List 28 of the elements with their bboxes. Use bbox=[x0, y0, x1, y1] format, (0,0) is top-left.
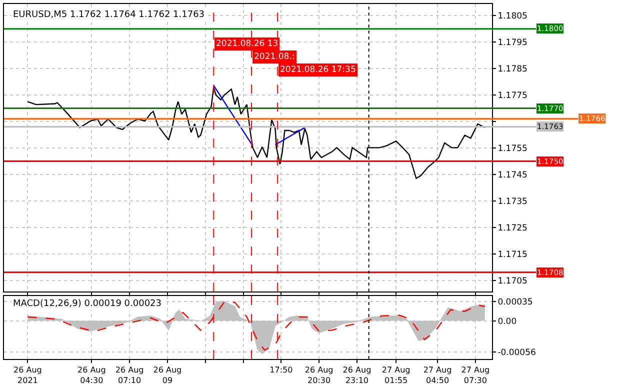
x-tick-label: 26 Aug 2021 bbox=[14, 366, 42, 385]
y-tick-label: 1.1745 bbox=[498, 170, 528, 180]
x-tick-label: 26 Aug 04:30 bbox=[77, 366, 106, 385]
ref-line-label: 2021.08.26 17:35 bbox=[280, 65, 356, 75]
x-tick-label: 27 Aug 01:55 bbox=[382, 366, 410, 385]
x-tick-label: 27 Aug 07:30 bbox=[461, 366, 490, 385]
y-tick-label: 0.00 bbox=[498, 316, 517, 327]
text: EURUSD,M5 1.1762 1.1764 1.1762 1.1763 bbox=[13, 10, 205, 20]
ref-line-label: 2021.08.26 13 bbox=[216, 39, 278, 49]
y-tick-label: 1.1725 bbox=[498, 223, 528, 234]
y-tick-label: 1.1715 bbox=[498, 250, 528, 260]
y-tick-label: 1.1795 bbox=[498, 38, 528, 48]
y-tick-label: 1.1805 bbox=[498, 12, 528, 22]
x-tick-label: 26 Aug 07:10 bbox=[115, 366, 144, 385]
y-tick-label: 1.1705 bbox=[498, 276, 528, 286]
x-tick-label: 26 Aug 20:30 bbox=[304, 366, 334, 385]
y-tick-label: 1.1755 bbox=[498, 144, 528, 154]
x-tick-label: 26 Aug 09 bbox=[153, 366, 182, 385]
y-tick-label: 1.1775 bbox=[498, 91, 528, 102]
chart-title: MACD(12,26,9) 0.00019 0.00023 bbox=[13, 299, 162, 309]
y-tick-label: 1.1735 bbox=[498, 196, 528, 207]
y-tick-label: -0.00056 bbox=[498, 348, 536, 358]
y-tick-label: 1.1785 bbox=[498, 64, 528, 75]
ref-line-label: 2021.08.: bbox=[254, 52, 295, 62]
y-tick-label: 0.00035 bbox=[498, 297, 533, 308]
x-tick-label: 17:50 bbox=[270, 366, 293, 375]
x-tick-label: 27 Aug 04:50 bbox=[423, 366, 452, 385]
x-tick-label: 26 Aug 23:10 bbox=[342, 366, 372, 385]
